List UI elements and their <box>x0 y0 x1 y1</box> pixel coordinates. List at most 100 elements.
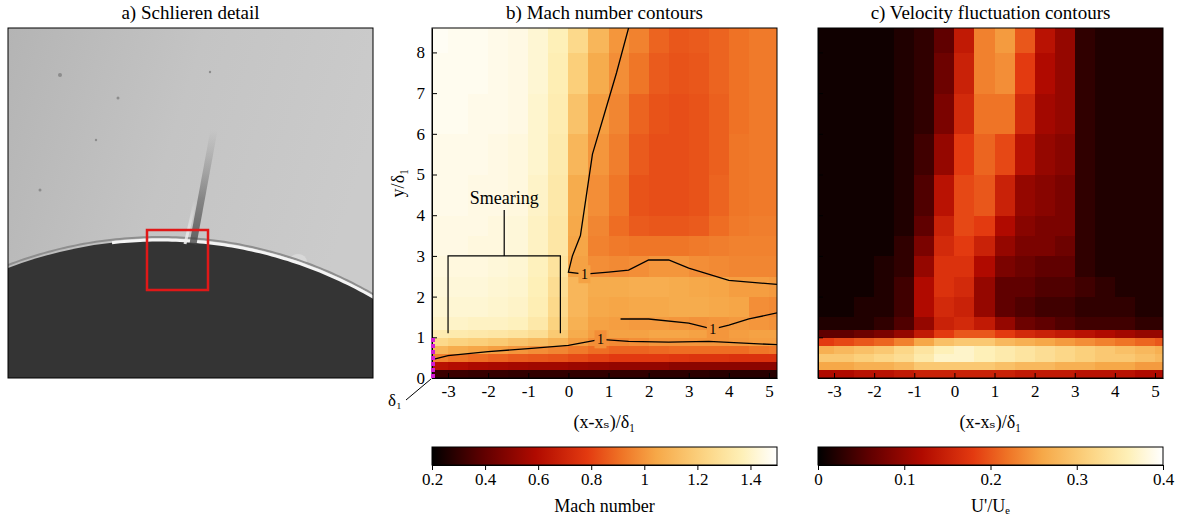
heat-cell <box>974 236 995 257</box>
heat-cell <box>974 276 995 297</box>
heat-cell <box>769 215 777 236</box>
heat-cell <box>834 297 855 318</box>
heat-cell <box>1015 52 1036 93</box>
heat-cell <box>588 317 609 330</box>
heat-cell <box>669 134 690 175</box>
heat-cell <box>548 236 569 257</box>
heat-cell <box>974 134 995 175</box>
heat-cell <box>488 362 509 371</box>
heat-cell <box>1155 276 1163 297</box>
heat-cell <box>669 276 690 297</box>
colorbar-tick-label: 0.8 <box>581 470 602 489</box>
x-axis-line <box>819 378 1164 379</box>
heat-cell <box>1015 297 1036 318</box>
heat-cell <box>1015 134 1036 175</box>
panel-title: b) Mach number contours <box>506 2 703 24</box>
heat-cell <box>1035 362 1056 371</box>
heat-cell <box>854 215 875 236</box>
heat-cell <box>1055 337 1076 346</box>
heat-cell <box>488 317 509 330</box>
heat-cell <box>874 354 895 363</box>
heat-cell <box>854 362 875 371</box>
heat-cell <box>468 256 489 277</box>
heat-cell <box>629 345 650 354</box>
plot-frame <box>432 28 777 378</box>
heat-cell <box>874 370 895 378</box>
y-tick: 8 <box>417 43 438 62</box>
heat-cell <box>974 215 995 236</box>
y-tick <box>818 93 823 94</box>
x-tick: -2 <box>868 373 882 401</box>
heat-cell <box>1035 345 1056 354</box>
y-tick <box>818 215 823 216</box>
heat-cell <box>528 52 549 93</box>
heat-cell <box>1035 236 1056 257</box>
x-tick-mark <box>954 373 955 378</box>
heat-cell <box>629 134 650 175</box>
x-tick-label: -2 <box>868 382 882 401</box>
heat-cell <box>729 215 750 236</box>
heat-cell <box>1115 345 1136 354</box>
shock-wave <box>193 130 214 244</box>
x-axis: -3-2-1012345 <box>819 373 1164 401</box>
x-tick: -1 <box>908 373 922 401</box>
colorbar-tick-label: 1 <box>641 470 650 489</box>
colorbar-tick-label: 1.4 <box>740 470 762 489</box>
heat-cell <box>769 354 777 363</box>
heat-cell <box>954 236 975 257</box>
heat-cell <box>689 329 710 338</box>
heat-cell <box>1035 134 1056 175</box>
heat-cell <box>448 134 469 175</box>
heat-cell <box>934 134 955 175</box>
heat-cell <box>609 236 630 257</box>
heat-cell <box>508 337 529 346</box>
heat-cell <box>914 175 935 216</box>
x-tick: 0 <box>565 373 574 401</box>
x-tick: -1 <box>522 373 536 401</box>
heat-cell <box>1075 329 1096 338</box>
heat-cell <box>1135 93 1156 134</box>
heat-cell <box>709 236 730 257</box>
heat-cell <box>769 317 777 330</box>
heat-cell <box>954 276 975 297</box>
colorbar-tick: 1.4 <box>740 465 762 489</box>
heat-cell <box>769 362 777 371</box>
heat-cell <box>649 297 670 318</box>
y-tick-mark <box>818 52 823 53</box>
heat-cell <box>874 297 895 318</box>
heat-cell <box>609 28 630 53</box>
y-tick-mark <box>818 256 823 257</box>
heat-cell <box>488 370 509 378</box>
heat-cell <box>588 28 609 53</box>
x-tick: 5 <box>1151 373 1160 401</box>
reference-label: δ₁ <box>388 391 402 410</box>
heat-cell <box>854 317 875 330</box>
heat-cell <box>818 345 835 354</box>
heat-cell <box>1095 215 1116 236</box>
heat-cell <box>432 93 449 134</box>
heat-cell <box>894 276 915 297</box>
heat-cell <box>689 215 710 236</box>
x-tick-mark <box>995 373 996 378</box>
heat-cell <box>1075 297 1096 318</box>
y-tick-mark <box>432 52 437 53</box>
x-tick: -3 <box>827 373 841 401</box>
heat-cell <box>834 28 855 53</box>
heat-cell <box>934 52 955 93</box>
heat-cell <box>468 354 489 363</box>
heat-cell <box>914 297 935 318</box>
heat-cell <box>588 134 609 175</box>
heat-cell <box>588 236 609 257</box>
colorbar-tick-label: 0.6 <box>528 470 549 489</box>
heat-cell <box>488 354 509 363</box>
heat-cell <box>1035 329 1056 338</box>
heat-cell <box>934 236 955 257</box>
x-tick: 0 <box>951 373 960 401</box>
y-tick-label: 4 <box>417 206 426 225</box>
heat-cell <box>1095 317 1116 330</box>
heat-cell <box>649 215 670 236</box>
colorbar-tick: 0 <box>814 465 823 489</box>
colorbar-axis: 0.20.40.60.811.21.4 <box>422 465 778 489</box>
heat-cell <box>729 28 750 53</box>
model-edge-highlight <box>112 240 373 301</box>
